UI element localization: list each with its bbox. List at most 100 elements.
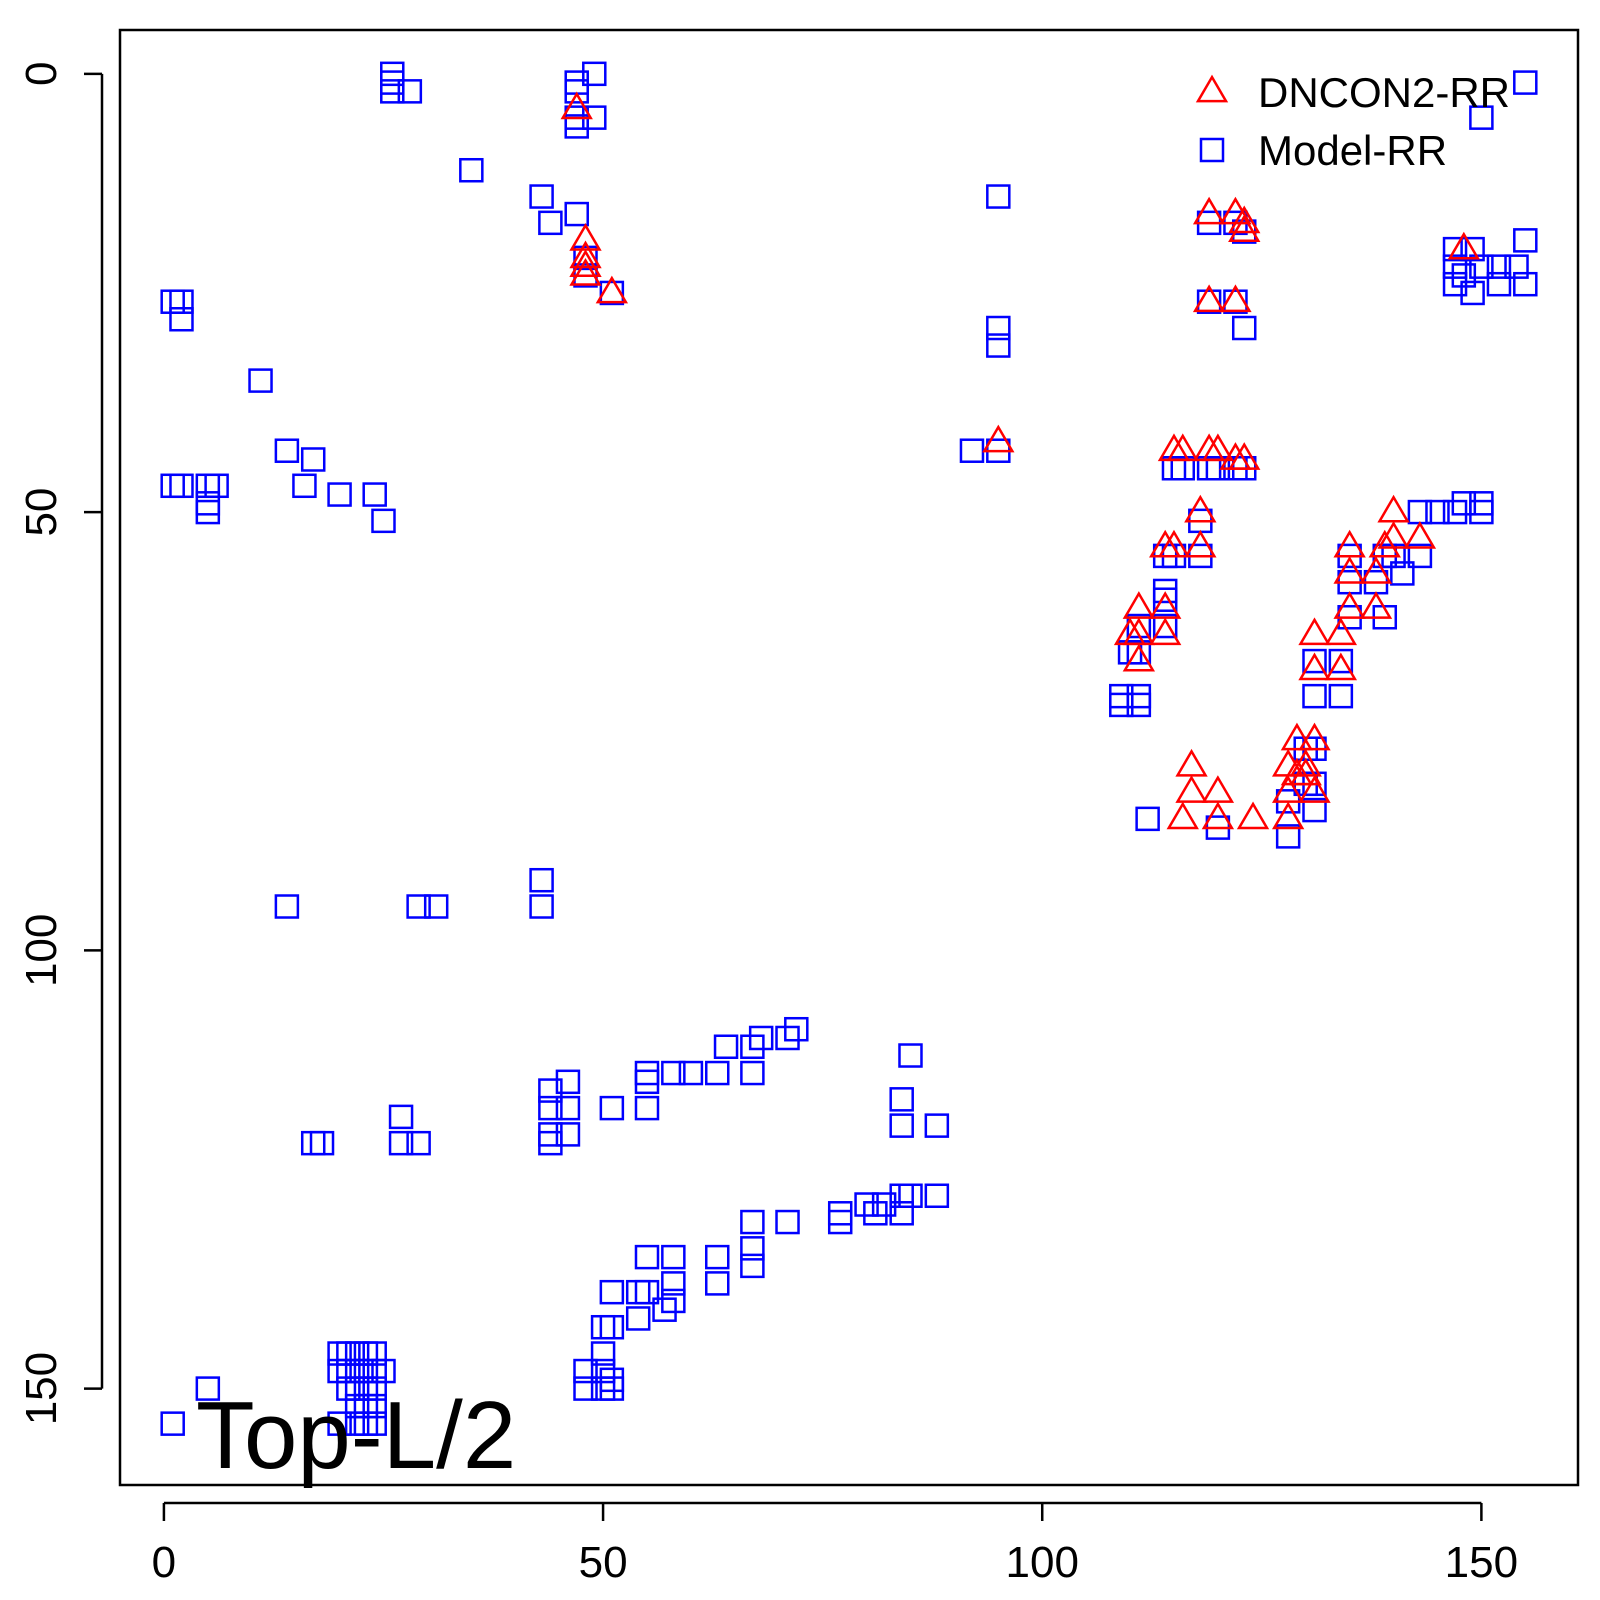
model-rr-point bbox=[634, 1244, 660, 1270]
model-rr-point bbox=[362, 1411, 387, 1436]
dncon2-rr-point bbox=[1228, 205, 1261, 234]
model-rr-point bbox=[599, 280, 625, 306]
dncon2-rr-point bbox=[1201, 775, 1235, 803]
dncon2-rr-point bbox=[1368, 529, 1401, 558]
model-rr-point bbox=[740, 1236, 765, 1261]
model-rr-point bbox=[1170, 456, 1196, 481]
model-rr-point bbox=[1469, 254, 1494, 279]
model-rr-point bbox=[388, 1104, 414, 1130]
model-rr-point bbox=[300, 1130, 326, 1156]
model-rr-point bbox=[986, 184, 1011, 209]
model-rr-point bbox=[195, 1376, 221, 1401]
model-rr-point bbox=[599, 1367, 625, 1393]
model-rr-point bbox=[634, 1279, 660, 1305]
dncon2-rr-point bbox=[1149, 617, 1182, 646]
model-rr-point bbox=[740, 1253, 765, 1279]
model-rr-point bbox=[582, 61, 607, 87]
model-rr-point bbox=[1442, 499, 1468, 525]
model-rr-point bbox=[1442, 271, 1468, 297]
model-rr-point bbox=[1513, 228, 1538, 253]
y-tick-label: 50 bbox=[17, 488, 66, 537]
model-rr-point bbox=[1152, 578, 1178, 604]
model-rr-point bbox=[898, 1043, 923, 1068]
model-rr-point bbox=[274, 894, 300, 919]
dncon2-rr-point bbox=[1228, 442, 1261, 470]
model-rr-point bbox=[1152, 613, 1178, 639]
model-rr-point bbox=[538, 210, 563, 236]
dncon2-rr-point bbox=[1236, 801, 1270, 830]
model-rr-point bbox=[599, 1279, 625, 1305]
dncon2-rr-point bbox=[569, 258, 602, 286]
dncon2-rr-point bbox=[1175, 748, 1208, 777]
dncon2-rr-point bbox=[1447, 231, 1480, 260]
dncon2-rr-point bbox=[982, 424, 1015, 453]
model-rr-point bbox=[327, 1411, 352, 1436]
dncon2-rr-point bbox=[1184, 529, 1217, 558]
model-rr-point bbox=[573, 1376, 598, 1401]
model-rr-point bbox=[380, 79, 405, 104]
model-rr-point bbox=[538, 1095, 563, 1121]
model-rr-point bbox=[1451, 491, 1477, 516]
model-rr-point bbox=[740, 1209, 765, 1235]
dncon2-rr-point bbox=[1298, 652, 1331, 681]
dncon2-rr-point bbox=[595, 275, 629, 304]
legend-triangle-marker bbox=[1195, 74, 1229, 103]
model-rr-point bbox=[1302, 648, 1327, 674]
model-rr-point bbox=[1442, 254, 1468, 279]
model-rr-point bbox=[1196, 289, 1222, 314]
model-rr-point bbox=[599, 1376, 625, 1401]
model-rr-point bbox=[538, 1078, 563, 1103]
model-rr-point bbox=[309, 1130, 335, 1156]
model-rr-point bbox=[924, 1113, 950, 1138]
model-rr-point bbox=[661, 1060, 686, 1086]
model-rr-point bbox=[459, 157, 484, 183]
model-rr-point bbox=[529, 894, 554, 919]
model-rr-point bbox=[1231, 315, 1257, 341]
model-rr-point bbox=[397, 79, 423, 104]
model-rr-point bbox=[169, 289, 194, 314]
model-rr-point bbox=[274, 438, 300, 463]
model-rr-point bbox=[292, 473, 317, 499]
model-rr-point bbox=[599, 1095, 625, 1121]
dncon2-rr-point bbox=[560, 91, 593, 120]
model-rr-point bbox=[573, 245, 598, 271]
plot-frame bbox=[118, 28, 1580, 1487]
model-rr-point bbox=[898, 1183, 923, 1209]
dncon2-rr-point bbox=[1192, 284, 1226, 313]
model-rr-point bbox=[1425, 499, 1450, 525]
model-rr-point bbox=[889, 1087, 914, 1112]
model-rr-point bbox=[590, 1314, 616, 1340]
model-rr-point bbox=[827, 1201, 853, 1226]
model-rr-point bbox=[827, 1209, 853, 1235]
dncon2-rr-point bbox=[1359, 556, 1393, 584]
model-rr-point bbox=[1460, 236, 1485, 262]
model-rr-point bbox=[748, 1025, 774, 1051]
model-rr-point bbox=[1486, 254, 1512, 279]
model-rr-point bbox=[634, 1069, 660, 1095]
x-tick-label: 100 bbox=[1006, 1538, 1079, 1587]
model-rr-point bbox=[564, 114, 589, 139]
model-rr-point bbox=[959, 438, 985, 463]
model-rr-point bbox=[555, 1095, 581, 1121]
dncon2-rr-point bbox=[1192, 196, 1226, 225]
model-rr-point bbox=[1223, 289, 1248, 314]
model-rr-point bbox=[713, 1034, 739, 1059]
model-rr-point bbox=[362, 1376, 387, 1401]
dncon2-rr-point bbox=[1377, 494, 1410, 523]
model-rr-point bbox=[1407, 543, 1433, 569]
model-rr-point bbox=[371, 508, 396, 534]
dncon2-rr-point bbox=[1298, 617, 1331, 646]
model-rr-point bbox=[529, 867, 554, 893]
dncon2-rr-point bbox=[1228, 214, 1261, 242]
legend-label: Model-RR bbox=[1258, 127, 1447, 174]
model-rr-point bbox=[555, 1122, 581, 1147]
dncon2-rr-point bbox=[1333, 556, 1366, 584]
dncon2-rr-point bbox=[1280, 722, 1314, 751]
model-rr-point bbox=[204, 473, 229, 499]
x-tick-label: 50 bbox=[579, 1538, 628, 1587]
model-rr-point bbox=[1126, 692, 1152, 718]
model-rr-point bbox=[924, 1183, 950, 1209]
dncon2-rr-point bbox=[1377, 521, 1410, 549]
model-rr-point bbox=[1504, 254, 1529, 279]
